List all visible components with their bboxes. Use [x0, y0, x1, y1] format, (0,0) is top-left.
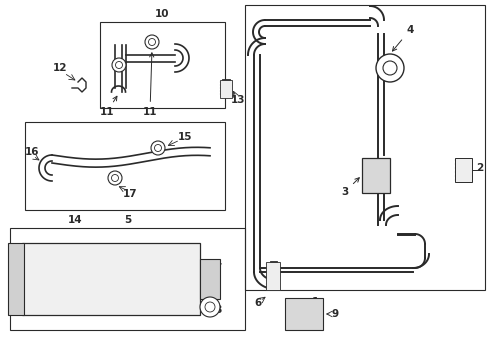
Text: 3: 3: [342, 178, 359, 197]
Circle shape: [151, 141, 165, 155]
Text: 15: 15: [178, 132, 192, 142]
Bar: [200, 259, 220, 299]
Circle shape: [200, 297, 220, 317]
Circle shape: [112, 58, 126, 72]
Circle shape: [145, 35, 159, 49]
Bar: [245, 5, 485, 290]
Bar: [362, 158, 390, 193]
Circle shape: [112, 175, 119, 181]
Bar: [455, 158, 472, 182]
Circle shape: [108, 171, 122, 185]
Text: 5: 5: [124, 215, 132, 225]
Text: 7: 7: [214, 263, 221, 273]
Bar: [8, 243, 24, 315]
Text: 9: 9: [331, 309, 339, 319]
Text: 2: 2: [476, 163, 484, 173]
Circle shape: [205, 302, 215, 312]
Circle shape: [154, 144, 162, 152]
Circle shape: [383, 61, 397, 75]
Bar: [220, 80, 232, 98]
Bar: [100, 22, 225, 108]
Bar: [266, 262, 280, 290]
Text: 11: 11: [100, 96, 117, 117]
Text: 8: 8: [215, 305, 221, 315]
Text: 16: 16: [25, 147, 39, 157]
Circle shape: [148, 39, 155, 45]
Circle shape: [376, 54, 404, 82]
Bar: [22, 243, 200, 315]
Bar: [285, 298, 323, 330]
Text: 1: 1: [311, 297, 318, 307]
Text: 17: 17: [122, 189, 137, 199]
Text: 10: 10: [155, 9, 169, 19]
Text: 12: 12: [53, 63, 67, 73]
Text: 6: 6: [254, 298, 262, 308]
Circle shape: [116, 62, 122, 68]
Bar: [10, 228, 245, 330]
Text: 11: 11: [143, 53, 157, 117]
Text: 4: 4: [392, 25, 414, 51]
Bar: [25, 122, 225, 210]
Text: 13: 13: [231, 95, 245, 105]
Text: 14: 14: [68, 215, 82, 225]
